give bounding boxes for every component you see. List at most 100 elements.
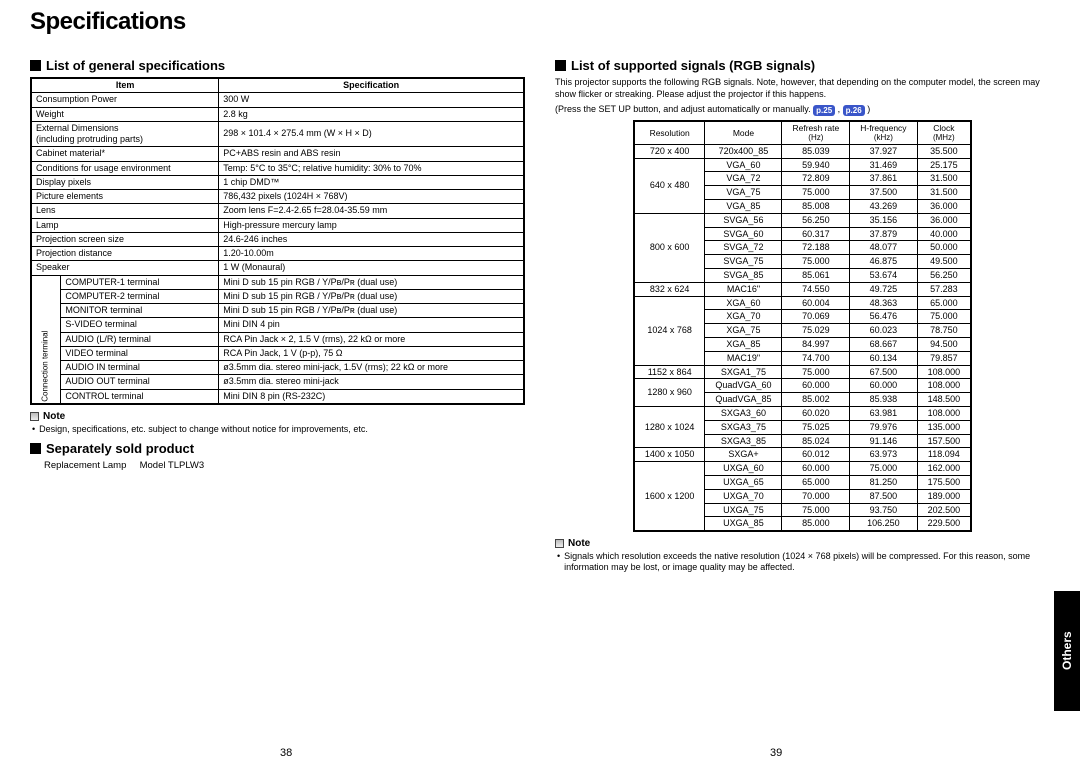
- spec-item: External Dimensions(including protruding…: [31, 121, 219, 147]
- signal-cell: 135.000: [917, 420, 971, 434]
- signal-cell: 60.134: [850, 351, 917, 365]
- signal-cell: SVGA_60: [705, 227, 782, 241]
- signal-cell: UXGA_85: [705, 517, 782, 531]
- signal-cell: 91.146: [850, 434, 917, 448]
- signal-cell: 94.500: [917, 338, 971, 352]
- signal-cell: 79.857: [917, 351, 971, 365]
- spec-item: COMPUTER-2 terminal: [61, 289, 219, 303]
- signal-cell: 85.002: [782, 393, 850, 407]
- signal-cell: VGA_72: [705, 172, 782, 186]
- signal-cell: 40.000: [917, 227, 971, 241]
- signal-col-header: Clock(MHz): [917, 121, 971, 144]
- table-row: 1024 x 768XGA_6060.00448.36365.000: [634, 296, 971, 310]
- signal-cell: 148.500: [917, 393, 971, 407]
- signal-cell: 60.317: [782, 227, 850, 241]
- signal-cell: VGA_85: [705, 200, 782, 214]
- signal-cell: 53.674: [850, 269, 917, 283]
- table-row: Picture elements786,432 pixels (1024H × …: [31, 190, 524, 204]
- signal-cell: SXGA+: [705, 448, 782, 462]
- signal-cell: SXGA3_75: [705, 420, 782, 434]
- signal-cell: 75.000: [917, 310, 971, 324]
- table-row: Cabinet material*PC+ABS resin and ABS re…: [31, 147, 524, 161]
- spec-item: Lens: [31, 204, 219, 218]
- signal-col-header: H-frequency(kHz): [850, 121, 917, 144]
- signal-cell: 75.000: [782, 365, 850, 379]
- page-title: Specifications: [30, 8, 1080, 36]
- spec-value: Temp: 5°C to 35°C; relative humidity: 30…: [219, 161, 524, 175]
- spec-item: Consumption Power: [31, 93, 219, 107]
- table-row: LensZoom lens F=2.4-2.65 f=28.04-35.59 m…: [31, 204, 524, 218]
- spec-item: Picture elements: [31, 190, 219, 204]
- spec-value: Mini D sub 15 pin RGB / Y/Pʙ/Pʀ (dual us…: [219, 289, 524, 303]
- spec-value: PC+ABS resin and ABS resin: [219, 147, 524, 161]
- signal-cell: 56.476: [850, 310, 917, 324]
- signals-table: ResolutionModeRefresh rate(Hz)H-frequenc…: [633, 120, 972, 532]
- signal-cell: SVGA_75: [705, 255, 782, 269]
- signal-cell: 85.008: [782, 200, 850, 214]
- table-row: VIDEO terminalRCA Pin Jack, 1 V (p-p), 7…: [31, 346, 524, 360]
- page-body: List of general specifications Item Spec…: [0, 42, 1080, 618]
- signal-cell: XGA_85: [705, 338, 782, 352]
- signal-cell: 31.500: [917, 172, 971, 186]
- press-setup-line: (Press the SET UP button, and adjust aut…: [555, 104, 1050, 116]
- spec-item: Cabinet material*: [31, 147, 219, 161]
- table-row: 800 x 600SVGA_5656.25035.15636.000: [634, 213, 971, 227]
- signal-cell: 48.077: [850, 241, 917, 255]
- spec-item: Projection distance: [31, 247, 219, 261]
- note-heading-left: Note: [30, 411, 525, 422]
- signal-cell: 108.000: [917, 365, 971, 379]
- resolution-cell: 720 x 400: [634, 144, 705, 158]
- resolution-cell: 1024 x 768: [634, 296, 705, 365]
- signal-cell: 63.981: [850, 406, 917, 420]
- spec-item: Projection screen size: [31, 232, 219, 246]
- spec-item: AUDIO OUT terminal: [61, 375, 219, 389]
- signal-cell: VGA_60: [705, 158, 782, 172]
- signal-cell: 63.973: [850, 448, 917, 462]
- signal-cell: 75.000: [850, 462, 917, 476]
- signal-cell: 72.188: [782, 241, 850, 255]
- table-row: Speaker1 W (Monaural): [31, 261, 524, 275]
- spec-value: 1 W (Monaural): [219, 261, 524, 275]
- signal-cell: 60.000: [850, 379, 917, 393]
- resolution-cell: 1400 x 1050: [634, 448, 705, 462]
- spec-value: RCA Pin Jack × 2, 1.5 V (rms), 22 kΩ or …: [219, 332, 524, 346]
- signal-cell: 118.094: [917, 448, 971, 462]
- signal-cell: 36.000: [917, 200, 971, 214]
- resolution-cell: 1280 x 960: [634, 379, 705, 407]
- heading-supported-signals: List of supported signals (RGB signals): [555, 58, 1050, 73]
- signal-cell: 68.667: [850, 338, 917, 352]
- resolution-cell: 800 x 600: [634, 213, 705, 282]
- table-row: MONITOR terminalMini D sub 15 pin RGB / …: [31, 304, 524, 318]
- spec-value: Zoom lens F=2.4-2.65 f=28.04-35.59 mm: [219, 204, 524, 218]
- signal-cell: 57.283: [917, 282, 971, 296]
- page-ref-icon: p.26: [843, 105, 865, 116]
- signal-cell: 75.000: [782, 503, 850, 517]
- table-row: LampHigh-pressure mercury lamp: [31, 218, 524, 232]
- signal-cell: 93.750: [850, 503, 917, 517]
- signal-cell: SVGA_72: [705, 241, 782, 255]
- note-text-right: Signals which resolution exceeds the nat…: [557, 551, 1050, 574]
- signal-cell: XGA_60: [705, 296, 782, 310]
- spec-value: Mini D sub 15 pin RGB / Y/Pʙ/Pʀ (dual us…: [219, 275, 524, 289]
- col-spec: Specification: [219, 78, 524, 93]
- spec-value: 2.8 kg: [219, 107, 524, 121]
- signal-cell: 60.004: [782, 296, 850, 310]
- spec-value: 786,432 pixels (1024H × 768V): [219, 190, 524, 204]
- resolution-cell: 1280 x 1024: [634, 406, 705, 447]
- table-row: 1600 x 1200UXGA_6060.00075.000162.000: [634, 462, 971, 476]
- table-row: S-VIDEO terminalMini DIN 4 pin: [31, 318, 524, 332]
- signal-col-header: Mode: [705, 121, 782, 144]
- page-number-right: 39: [770, 747, 782, 759]
- signal-cell: SVGA_85: [705, 269, 782, 283]
- signal-cell: UXGA_75: [705, 503, 782, 517]
- signal-cell: 25.175: [917, 158, 971, 172]
- note-heading-right: Note: [555, 538, 1050, 549]
- signal-cell: 37.879: [850, 227, 917, 241]
- signal-cell: 70.069: [782, 310, 850, 324]
- table-row: Consumption Power300 W: [31, 93, 524, 107]
- signal-cell: 85.061: [782, 269, 850, 283]
- signal-cell: 106.250: [850, 517, 917, 531]
- spec-item: AUDIO IN terminal: [61, 361, 219, 375]
- page-ref-icon: p.25: [813, 105, 835, 116]
- signal-cell: 65.000: [917, 296, 971, 310]
